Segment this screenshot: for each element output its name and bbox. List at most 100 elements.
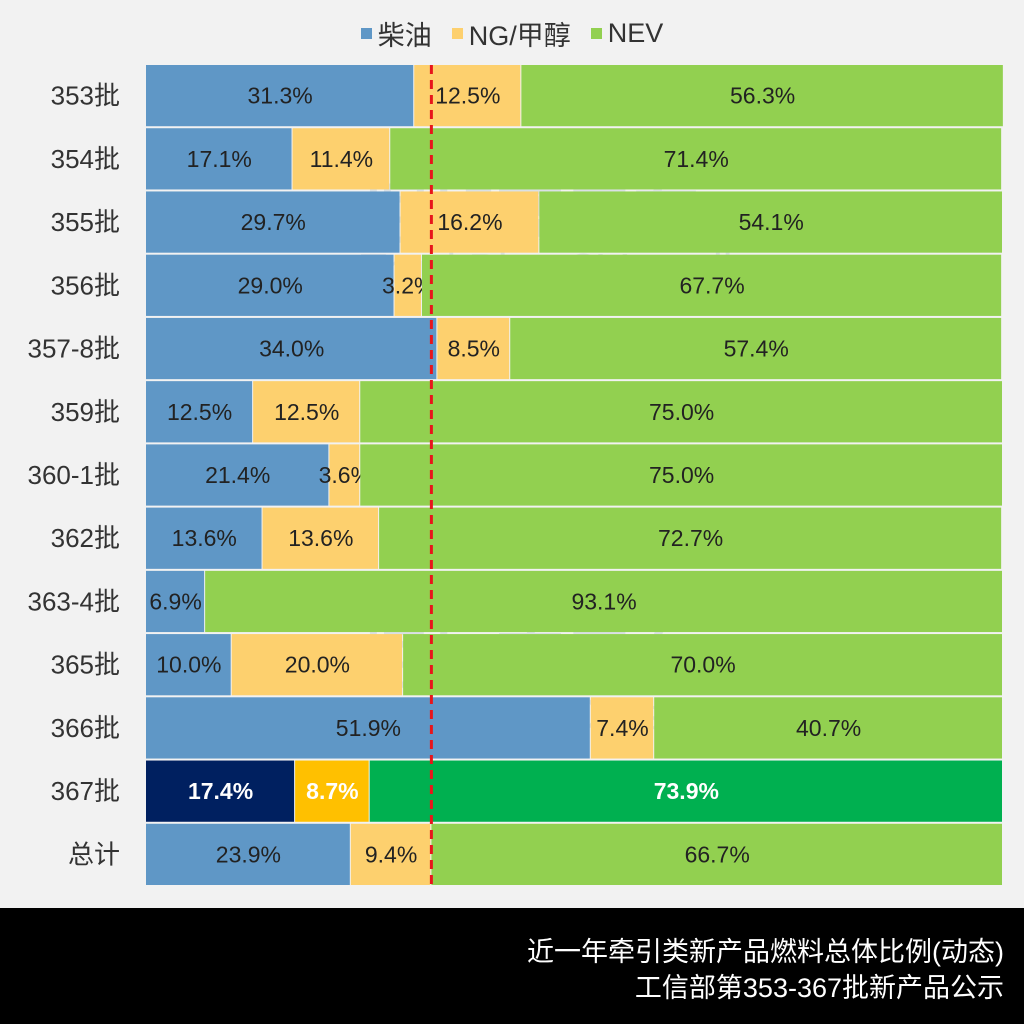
data-label: 54.1% xyxy=(739,209,804,235)
category-label: 365批 xyxy=(51,650,120,680)
category-label: 363-4批 xyxy=(28,586,121,616)
bar-segment xyxy=(403,634,1003,696)
category-label: 总计 xyxy=(68,839,120,869)
data-label: 13.6% xyxy=(288,525,353,551)
bar-segment xyxy=(437,317,510,380)
bar-segment xyxy=(521,65,1003,127)
bar-segment xyxy=(292,128,390,190)
data-label: 70.0% xyxy=(670,652,735,678)
data-label: 67.7% xyxy=(679,272,744,298)
caption-line2: 工信部第353-367批新产品公示 xyxy=(634,973,1004,1003)
bar-segment xyxy=(590,697,654,759)
data-label: 34.0% xyxy=(259,336,324,362)
bar-segment xyxy=(350,823,431,885)
bar-segment xyxy=(329,444,360,506)
bar-segment xyxy=(146,760,295,822)
bar-segment xyxy=(146,444,329,506)
legend-swatch xyxy=(451,28,463,39)
caption-line1: 近一年牵引类新产品燃料总体比例(动态) xyxy=(527,937,1004,967)
legend-label: NEV xyxy=(607,18,664,48)
bar-segment xyxy=(146,128,292,190)
data-label: 6.9% xyxy=(149,588,201,614)
bar-segment xyxy=(654,697,1002,759)
bar-segment xyxy=(262,507,379,569)
bar-segment xyxy=(369,760,1002,822)
stacked-bar-chart: 353批 31.3% 12.5% 56.3% 354批 17.1% 11.4% 71.4% 35… xyxy=(28,65,1003,887)
bar-segment xyxy=(394,254,421,316)
data-label: 17.4% xyxy=(188,778,253,804)
data-label: 23.9% xyxy=(216,841,281,867)
category-label: 353批 xyxy=(51,81,120,111)
bar-segment xyxy=(146,507,262,569)
legend-item: NG/甲醇 xyxy=(451,14,571,53)
bar-segment xyxy=(146,823,350,885)
data-label: 10.0% xyxy=(156,652,221,678)
bar-segment xyxy=(146,65,414,127)
legend-label: NG/甲醇 xyxy=(468,21,571,51)
bar-segment xyxy=(360,444,1002,506)
bar-segment xyxy=(360,381,1002,443)
bar-segment xyxy=(146,381,253,443)
category-label: 355批 xyxy=(51,207,120,237)
data-label: 51.9% xyxy=(336,715,401,741)
bar-segment xyxy=(431,823,1003,885)
category-label: 359批 xyxy=(51,397,120,427)
data-label: 21.4% xyxy=(205,462,270,488)
category-label: 357-8批 xyxy=(28,334,121,364)
data-label: 93.1% xyxy=(571,588,636,614)
bar-segment xyxy=(146,634,231,696)
category-label: 360-1批 xyxy=(28,460,121,490)
legend-swatch xyxy=(360,28,372,39)
bar-segment xyxy=(253,381,360,443)
data-label: 17.1% xyxy=(187,146,252,172)
legend: 柴油 NG/甲醇 NEV xyxy=(0,14,1024,53)
data-label: 12.5% xyxy=(167,399,232,425)
caption-bar: 近一年牵引类新产品燃料总体比例(动态) 工信部第353-367批新产品公示 xyxy=(0,908,1024,1024)
bar-segment xyxy=(231,634,403,696)
bar-segment xyxy=(146,254,394,316)
data-label: 75.0% xyxy=(649,399,714,425)
data-label: 66.7% xyxy=(685,841,750,867)
bar-segment xyxy=(146,191,400,253)
data-label: 11.4% xyxy=(310,146,374,172)
data-label: 29.0% xyxy=(238,272,303,298)
bar-segment xyxy=(421,254,1002,316)
category-label: 362批 xyxy=(51,523,120,553)
bar-segment xyxy=(539,191,1002,253)
data-label: 8.5% xyxy=(448,336,500,362)
bar-segment xyxy=(146,570,205,633)
data-label: 8.7% xyxy=(306,778,358,804)
data-label: 71.4% xyxy=(664,146,729,172)
data-label: 12.5% xyxy=(435,83,500,109)
data-label: 16.2% xyxy=(437,209,502,235)
data-label: 75.0% xyxy=(649,462,714,488)
data-label: 40.7% xyxy=(796,715,861,741)
data-label: 31.3% xyxy=(248,83,313,109)
bar-segment xyxy=(146,697,590,759)
category-label: 366批 xyxy=(51,713,120,743)
bar-segment xyxy=(390,128,1002,190)
bar-segment xyxy=(379,507,1002,569)
bar-segment xyxy=(510,317,1002,380)
data-label: 57.4% xyxy=(724,336,789,362)
data-label: 29.7% xyxy=(241,209,306,235)
data-label: 7.4% xyxy=(596,715,648,741)
bar-segment xyxy=(295,760,369,822)
bar-segment xyxy=(146,317,437,380)
legend-item: 柴油 xyxy=(360,14,432,53)
bar-segment xyxy=(400,191,539,253)
category-label: 356批 xyxy=(51,270,120,300)
category-label: 367批 xyxy=(51,776,120,806)
bar-segment xyxy=(205,570,1002,633)
category-label: 354批 xyxy=(51,144,120,174)
legend-label: 柴油 xyxy=(377,21,432,51)
data-label: 56.3% xyxy=(730,83,795,109)
data-label: 12.5% xyxy=(274,399,339,425)
data-label: 13.6% xyxy=(172,525,237,551)
data-label: 20.0% xyxy=(285,652,350,678)
legend-item: NEV xyxy=(590,18,664,49)
data-label: 9.4% xyxy=(365,841,417,867)
data-label: 72.7% xyxy=(658,525,723,551)
legend-swatch xyxy=(590,28,602,39)
data-label: 73.9% xyxy=(654,778,719,804)
